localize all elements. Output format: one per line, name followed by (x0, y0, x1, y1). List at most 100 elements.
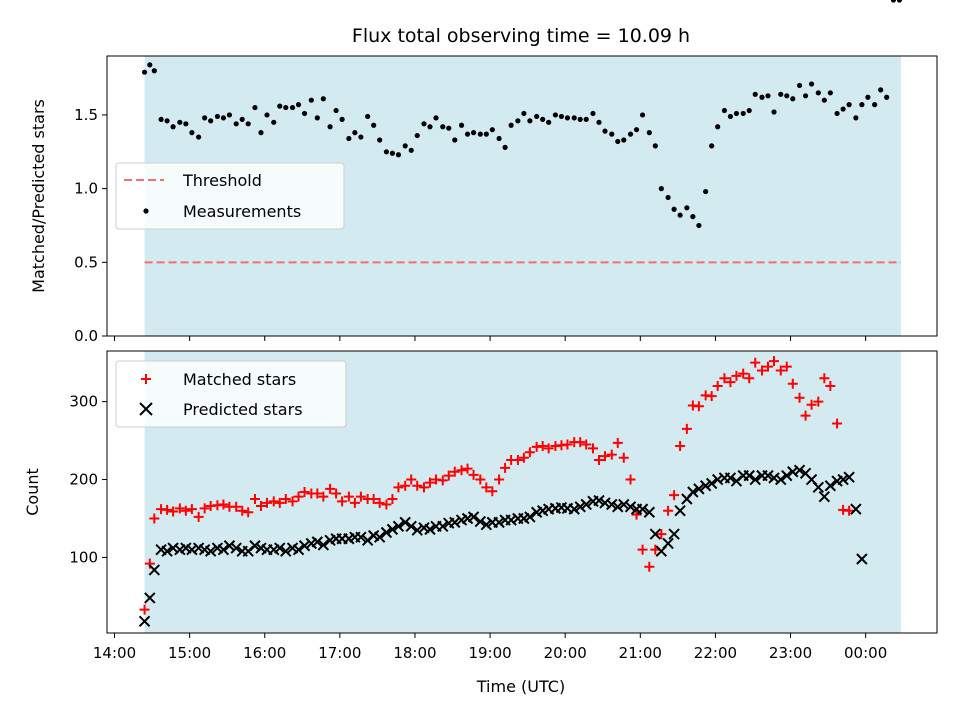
measurement-point (571, 115, 577, 121)
matched-star-point (180, 505, 191, 516)
measurement-point (703, 188, 709, 195)
matched-star-point (174, 503, 185, 514)
predicted-star-point (437, 520, 449, 532)
matched-star-point (712, 381, 723, 392)
measurement-point (834, 110, 840, 117)
measurement-point (252, 104, 258, 111)
predicted-star-point (161, 545, 173, 557)
y-tick-label: 100 (69, 548, 98, 566)
y-tick-label: 200 (69, 471, 98, 489)
predicted-star-point (223, 540, 236, 552)
matched-star-point (406, 474, 417, 485)
measurement-point (609, 131, 615, 137)
measurement-point (840, 106, 846, 112)
measurement-point (815, 90, 821, 96)
matched-star-point (537, 441, 548, 452)
measurement-point (796, 82, 803, 89)
measurement-point (333, 107, 339, 114)
measurement-point (289, 104, 296, 111)
measurement-point (778, 91, 784, 97)
measurement-point (170, 124, 176, 130)
matched-star-point (693, 401, 704, 412)
predicted-star-point (167, 542, 179, 554)
measurement-point (759, 94, 765, 100)
predicted-star-point (449, 516, 461, 529)
predicted-star-point (424, 523, 436, 536)
panel-1: 0.0 0.5 1.0 1.5 Matched/Predicted stars Thres… (29, 0, 938, 345)
predicted-star-point (793, 464, 806, 476)
measurement-point (365, 113, 371, 120)
predicted-star-point (574, 501, 586, 513)
measurement-point (515, 118, 521, 124)
predicted-star-point (138, 615, 151, 628)
predicted-star-point (392, 520, 405, 532)
matched-star-point (144, 558, 155, 569)
matched-star-point (600, 451, 610, 462)
matched-star-point (199, 503, 210, 514)
matched-star-point (543, 443, 554, 454)
y-tick-label: 0.0 (74, 327, 98, 345)
predicted-star-point (274, 542, 286, 554)
measurement-point (890, 0, 897, 3)
measurement-point (677, 212, 683, 218)
predicted-star-point (775, 473, 787, 486)
predicted-star-point (493, 516, 505, 529)
measurement-point (558, 113, 565, 120)
matched-star-point (731, 370, 742, 381)
measurement-point (483, 131, 489, 137)
measurement-point (433, 115, 439, 121)
legend-box (115, 360, 347, 428)
x-tick-label: 14:00 (93, 644, 136, 662)
predicted-star-point (355, 531, 367, 543)
predicted-star-point (148, 564, 161, 576)
measurement-point (639, 112, 646, 118)
measurement-point (183, 121, 189, 127)
matched-star-point (381, 499, 392, 510)
measurement-point (258, 130, 264, 136)
legend-predicted-label: Predicted stars (183, 400, 303, 419)
matched-star-point (437, 475, 448, 486)
measurement-point (709, 143, 715, 149)
predicted-star-point (580, 498, 592, 511)
measurement-point (521, 110, 527, 117)
measurement-point (821, 97, 827, 103)
measurement-point (652, 143, 658, 149)
matched-star-point (400, 480, 411, 491)
matched-star-point (193, 511, 204, 522)
panel-frame (106, 55, 938, 337)
predicted-star-point (850, 503, 862, 515)
matched-star-point (274, 497, 285, 508)
matched-star-point (337, 496, 348, 507)
matched-star-point (656, 529, 667, 540)
series-x-group (138, 464, 868, 628)
legend-matched-swatch (141, 374, 151, 384)
measurement-point (339, 116, 345, 122)
predicted-star-point (249, 540, 261, 552)
measurement-point (239, 116, 245, 122)
measurement-point (395, 152, 402, 158)
predicted-star-point (781, 469, 793, 482)
measurement-point (546, 119, 552, 125)
measurement-point (583, 116, 589, 122)
measurement-point (853, 115, 859, 121)
matched-star-point (512, 455, 523, 466)
matched-star-point (500, 462, 511, 473)
measurement-point (765, 93, 771, 99)
matched-star-point (781, 361, 792, 372)
matched-star-point (343, 491, 354, 502)
matched-star-point (637, 544, 648, 555)
measurement-point (696, 222, 702, 229)
matched-star-point (813, 396, 824, 407)
predicted-star-point (204, 545, 217, 557)
measurement-point (540, 116, 546, 122)
predicted-star-point (749, 473, 761, 486)
matched-star-point (331, 488, 342, 499)
predicted-star-point (699, 480, 712, 492)
predicted-star-point (837, 473, 849, 486)
measurement-point (358, 134, 364, 140)
predicted-star-point (298, 540, 311, 552)
predicted-star-point (824, 480, 837, 492)
matched-star-point (794, 392, 805, 403)
measurement-point (164, 118, 170, 124)
matched-star-point (581, 439, 592, 450)
